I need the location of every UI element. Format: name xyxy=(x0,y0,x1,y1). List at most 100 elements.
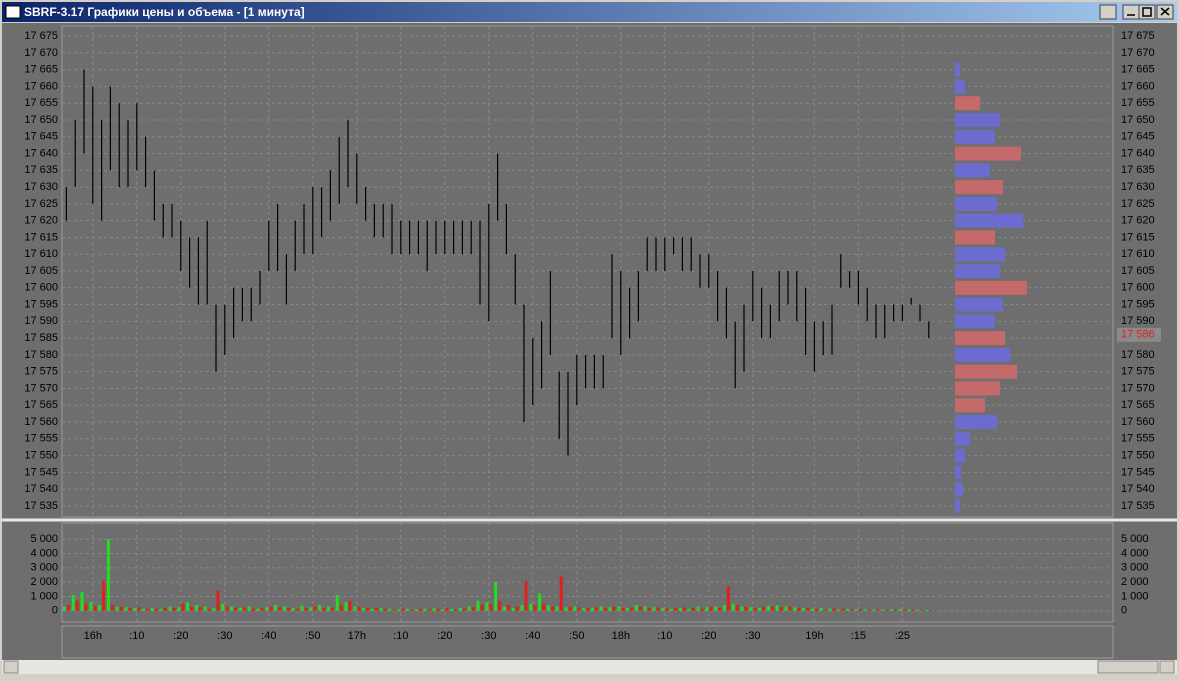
buy-volume-bar xyxy=(62,606,66,611)
sell-volume-bar xyxy=(533,605,537,611)
sell-volume-bar xyxy=(550,606,554,611)
buy-volume-bar xyxy=(203,606,207,611)
title-bar xyxy=(2,2,1177,22)
sell-volume-bar xyxy=(630,607,634,611)
sell-volume-bar xyxy=(471,607,475,611)
buy-volume-bar xyxy=(502,606,506,611)
sell-volume-bar xyxy=(181,603,185,611)
x-tick-label: :30 xyxy=(745,630,760,642)
buy-volume-bar xyxy=(582,607,586,611)
buy-volume-bar xyxy=(274,605,278,611)
scroll-left[interactable] xyxy=(3,660,19,674)
sell-volume-bar xyxy=(286,607,290,611)
volume-profile-bar xyxy=(955,398,985,413)
y-tick-label-right: 17 555 xyxy=(1121,433,1155,445)
buy-volume-bar xyxy=(749,607,753,611)
sell-volume-bar xyxy=(110,605,114,611)
volume-profile-bar xyxy=(955,364,1017,379)
buy-volume-bar xyxy=(766,605,770,611)
buy-volume-bar xyxy=(476,600,480,611)
buy-volume-bar xyxy=(230,606,234,611)
last-price-label: 17 586 xyxy=(1121,329,1155,341)
y-tick-label: 3 000 xyxy=(30,562,58,574)
buy-volume-bar xyxy=(362,607,366,611)
scrollbar[interactable] xyxy=(2,660,1177,674)
y-tick-label: 17 560 xyxy=(24,416,58,428)
sell-volume-bar xyxy=(638,606,642,611)
y-tick-label-right: 17 630 xyxy=(1121,181,1155,193)
buy-volume-bar xyxy=(98,605,102,611)
buy-volume-bar xyxy=(705,607,709,611)
y-tick-label-right: 17 655 xyxy=(1121,97,1155,109)
sell-volume-bar xyxy=(269,606,273,611)
buy-volume-bar xyxy=(406,608,410,611)
sell-volume-bar xyxy=(163,607,167,611)
sell-volume-bar xyxy=(568,606,572,611)
y-tick-label: 17 600 xyxy=(24,282,58,294)
buy-volume-bar xyxy=(388,608,392,611)
sell-volume-bar xyxy=(119,606,123,611)
sell-volume-bar xyxy=(814,608,818,611)
sell-volume-bar xyxy=(75,600,79,611)
y-tick-label: 17 670 xyxy=(24,47,58,59)
volume-profile-bar xyxy=(955,79,965,94)
sell-volume-bar xyxy=(260,607,264,611)
sell-volume-bar xyxy=(146,608,150,611)
sell-volume-bar xyxy=(251,608,255,611)
y-tick-label: 17 675 xyxy=(24,30,58,42)
maximize-button[interactable] xyxy=(1138,4,1156,20)
pin-button[interactable] xyxy=(1099,4,1117,20)
scroll-thumb[interactable] xyxy=(1097,660,1159,674)
y-tick-label: 17 535 xyxy=(24,500,58,512)
sell-volume-bar xyxy=(242,607,246,611)
sell-volume-bar xyxy=(322,607,326,611)
volume-panel xyxy=(61,522,1114,623)
x-tick-label: :50 xyxy=(569,630,584,642)
buy-volume-bar xyxy=(696,606,700,611)
sell-volume-bar xyxy=(234,607,238,611)
buy-volume-bar xyxy=(318,605,322,611)
volume-profile-bar xyxy=(955,280,1027,295)
buy-volume-bar xyxy=(494,582,498,611)
scroll-right[interactable] xyxy=(1159,660,1175,674)
y-tick-label: 17 555 xyxy=(24,433,58,445)
buy-volume-bar xyxy=(890,609,894,611)
buy-volume-bar xyxy=(414,609,418,611)
minimize-button[interactable] xyxy=(1122,4,1140,20)
y-tick-label-right: 17 605 xyxy=(1121,265,1155,277)
y-tick-label: 17 625 xyxy=(24,198,58,210)
sell-volume-bar xyxy=(797,607,801,611)
sell-volume-bar xyxy=(216,590,220,611)
sell-volume-bar xyxy=(348,600,352,611)
y-tick-label: 17 575 xyxy=(24,366,58,378)
sell-volume-bar xyxy=(779,607,783,611)
buy-volume-bar xyxy=(520,605,524,611)
sell-volume-bar xyxy=(911,609,915,611)
sell-volume-bar xyxy=(225,606,229,611)
time-axis xyxy=(61,625,1114,659)
y-tick-label: 17 665 xyxy=(24,64,58,76)
y-tick-label: 17 620 xyxy=(24,215,58,227)
sell-volume-bar xyxy=(454,609,458,611)
buy-volume-bar xyxy=(643,606,647,611)
buy-volume-bar xyxy=(485,602,489,611)
sell-volume-bar xyxy=(612,606,616,611)
sell-volume-bar xyxy=(506,605,510,611)
x-tick-label: :15 xyxy=(851,630,866,642)
buy-volume-bar xyxy=(819,607,823,611)
sell-volume-bar xyxy=(207,608,211,611)
buy-volume-bar xyxy=(907,609,911,611)
y-tick-label-right: 17 670 xyxy=(1121,47,1155,59)
window-buttons[interactable] xyxy=(1099,4,1174,20)
buy-volume-bar xyxy=(80,592,84,611)
sell-volume-bar xyxy=(374,607,378,611)
buy-volume-bar xyxy=(802,607,806,611)
volume-profile-bar xyxy=(955,213,1023,228)
sell-volume-bar xyxy=(102,580,106,611)
buy-volume-bar xyxy=(353,606,357,611)
sell-volume-bar xyxy=(647,607,651,611)
sell-volume-bar xyxy=(401,608,405,611)
buy-volume-bar xyxy=(335,595,339,611)
x-tick-label: 17h xyxy=(348,630,366,642)
buy-volume-bar xyxy=(212,607,216,611)
